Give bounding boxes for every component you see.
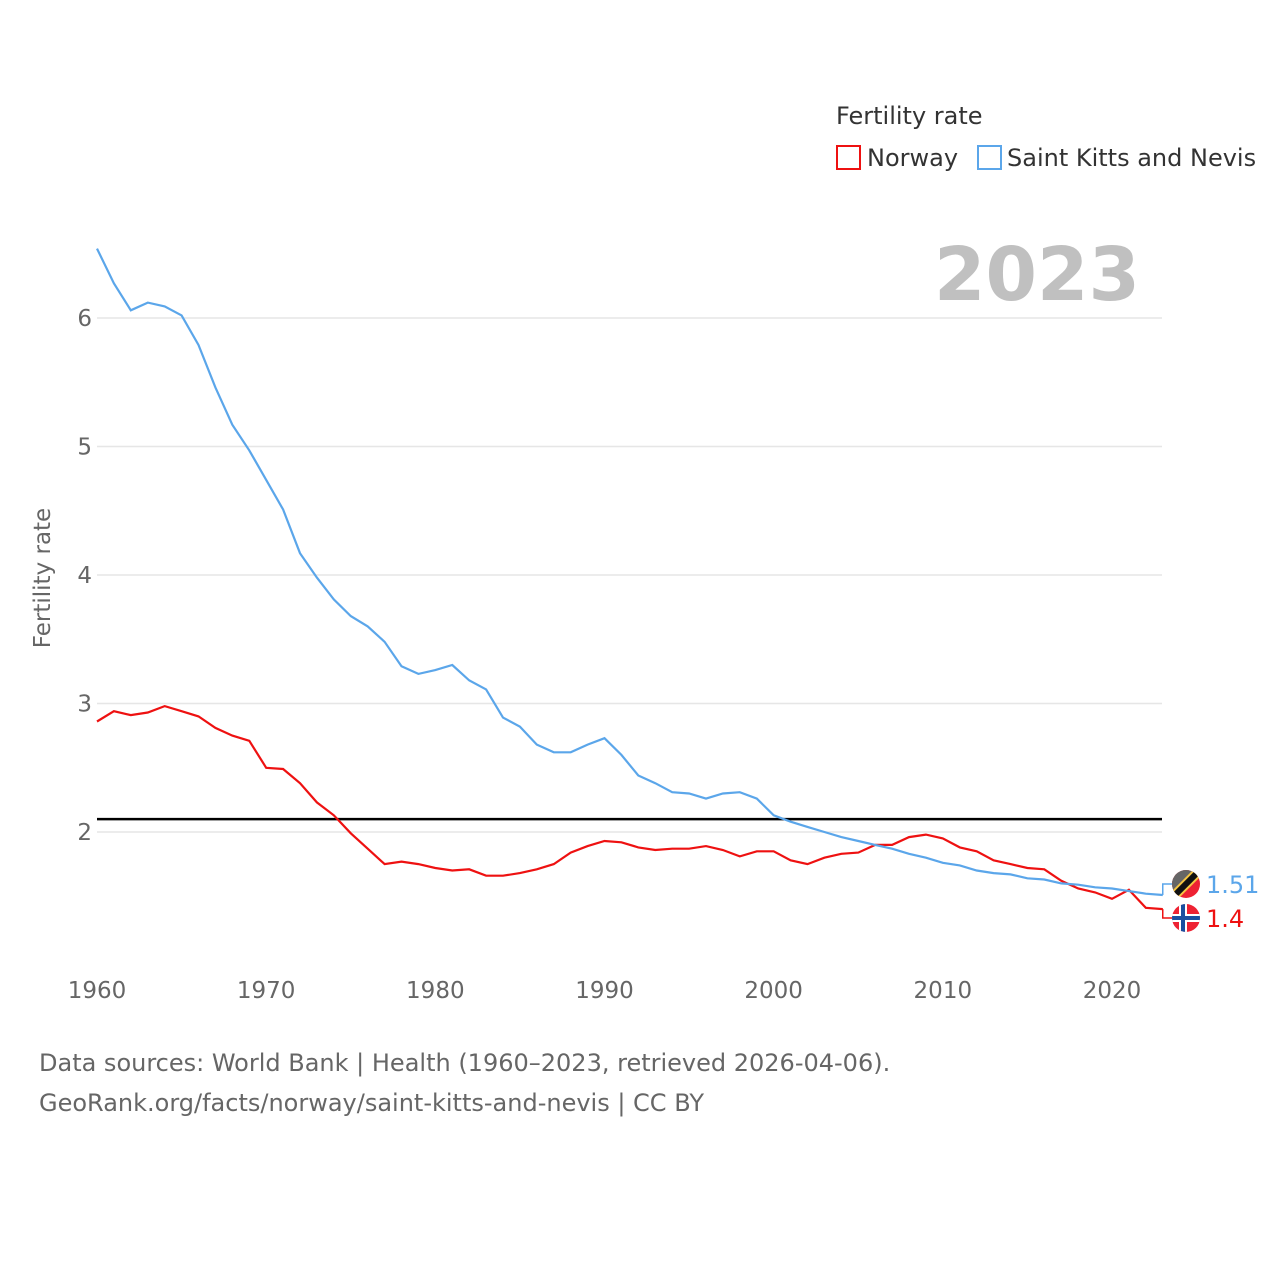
end-value-label: 1.4 (1206, 905, 1244, 933)
y-tick-label: 4 (77, 563, 92, 589)
legend-swatch-norway[interactable] (836, 145, 861, 170)
series-line-norway (96, 704, 1163, 911)
grid (97, 317, 1162, 833)
legend: Fertility rate Norway Saint Kitts and Ne… (836, 102, 1256, 172)
footer: Data sources: World Bank | Health (1960–… (39, 1043, 890, 1123)
end-connector (1162, 909, 1172, 919)
end-value-label: 1.51 (1206, 871, 1259, 899)
x-axis: 1960 1970 1980 1990 2000 2010 2020 (68, 978, 1142, 1004)
end-connector (1162, 883, 1172, 895)
y-tick-label: 6 (77, 306, 92, 332)
x-tick-label: 2020 (1083, 978, 1142, 1004)
footer-link[interactable]: GeoRank.org/facts/norway/saint-kitts-and… (39, 1089, 705, 1117)
legend-label-skn[interactable]: Saint Kitts and Nevis (1007, 144, 1256, 172)
end-labels: 1.4 1.51 (1162, 870, 1259, 933)
year-label: 2023 (934, 232, 1140, 318)
x-tick-label: 1980 (406, 978, 465, 1004)
y-axis-label: Fertility rate (30, 508, 56, 648)
y-tick-label: 3 (77, 692, 92, 718)
series-line-skn (96, 248, 1163, 897)
x-tick-label: 1970 (237, 978, 296, 1004)
series-lines (96, 248, 1163, 911)
y-tick-label: 2 (77, 820, 92, 846)
saint-kitts-flag-icon (1172, 870, 1200, 898)
y-tick-label: 5 (77, 435, 92, 461)
legend-label-norway[interactable]: Norway (867, 144, 958, 172)
x-tick-label: 1990 (575, 978, 634, 1004)
legend-title: Fertility rate (836, 102, 983, 130)
x-tick-label: 2010 (914, 978, 973, 1004)
footer-sources: Data sources: World Bank | Health (1960–… (39, 1049, 891, 1077)
fertility-chart: 2 3 4 5 6 1960 1970 1980 1990 2000 2010 2020 Ferti… (30, 102, 1259, 1004)
x-tick-label: 1960 (68, 978, 127, 1004)
norway-flag-icon (1172, 904, 1200, 932)
x-tick-label: 2000 (744, 978, 803, 1004)
y-axis: 2 3 4 5 6 (77, 306, 92, 846)
legend-swatch-skn[interactable] (977, 145, 1002, 170)
